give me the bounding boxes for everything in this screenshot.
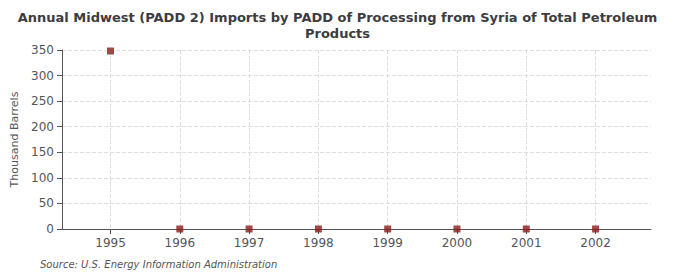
svg-text:1997: 1997 xyxy=(234,236,265,250)
svg-text:1999: 1999 xyxy=(372,236,403,250)
svg-text:200: 200 xyxy=(31,120,54,134)
svg-text:50: 50 xyxy=(39,196,54,210)
svg-text:300: 300 xyxy=(31,69,54,83)
svg-text:2001: 2001 xyxy=(511,236,542,250)
svg-text:1995: 1995 xyxy=(95,236,126,250)
svg-text:250: 250 xyxy=(31,94,54,108)
svg-text:Annual Midwest (PADD 2) Import: Annual Midwest (PADD 2) Imports by PADD … xyxy=(18,10,658,25)
svg-text:350: 350 xyxy=(31,43,54,57)
svg-text:Thousand Barrels: Thousand Barrels xyxy=(8,91,21,188)
svg-text:150: 150 xyxy=(31,145,54,159)
svg-text:Products: Products xyxy=(305,26,370,41)
svg-text:0: 0 xyxy=(46,222,54,236)
svg-text:1996: 1996 xyxy=(165,236,196,250)
svg-text:Source: U.S. Energy Informatio: Source: U.S. Energy Information Administ… xyxy=(40,259,277,270)
svg-text:100: 100 xyxy=(31,171,54,185)
svg-text:2002: 2002 xyxy=(580,236,611,250)
svg-text:1998: 1998 xyxy=(303,236,334,250)
svg-text:2000: 2000 xyxy=(442,236,473,250)
